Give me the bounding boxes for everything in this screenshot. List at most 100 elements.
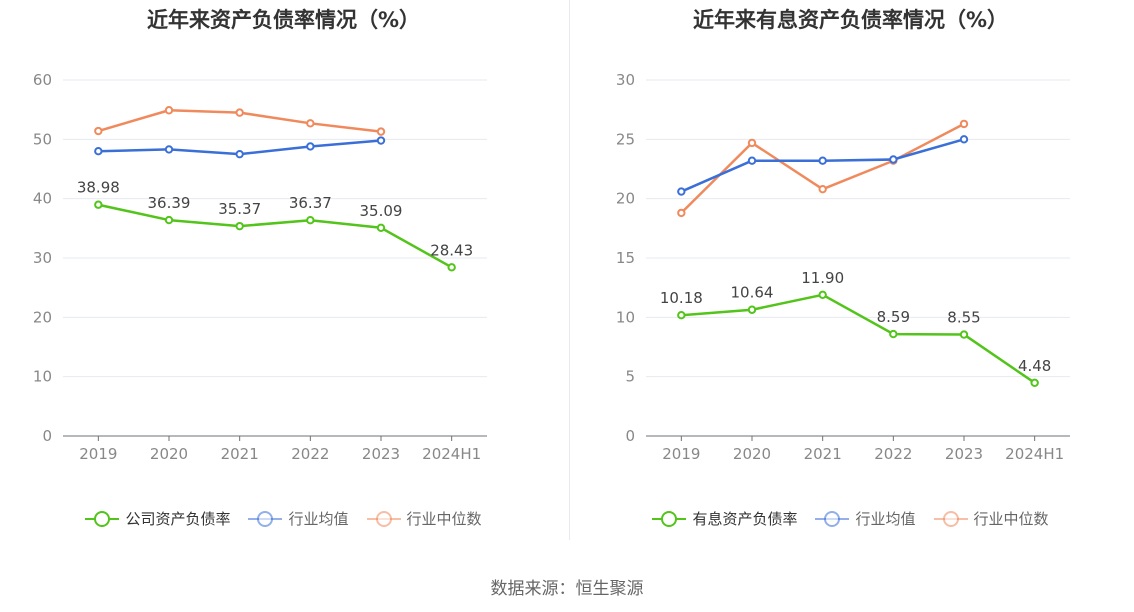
- data-source: 数据来源：恒生聚源: [490, 579, 644, 599]
- y-tick-label: 5: [625, 368, 635, 386]
- legend-label: 公司资产负债率: [125, 510, 231, 528]
- y-tick-label: 20: [616, 190, 635, 208]
- data-label: 35.09: [360, 202, 403, 220]
- y-tick-label: 30: [616, 71, 635, 89]
- y-tick-label: 50: [33, 130, 52, 148]
- data-label: 36.39: [148, 194, 191, 212]
- data-point: [959, 330, 969, 339]
- chart-title-left: 近年来资产负债率情况（%）: [146, 8, 421, 32]
- legend-marker-icon: [815, 510, 850, 527]
- data-label: 10.18: [660, 289, 703, 307]
- data-label: 8.59: [877, 308, 910, 326]
- x-tick-label: 2020: [733, 445, 771, 463]
- x-tick-label: 2023: [945, 445, 983, 463]
- y-tick-label: 40: [33, 190, 52, 208]
- x-tick-label: 2024H1: [1005, 445, 1064, 463]
- y-tick-label: 30: [33, 249, 52, 267]
- data-point: [376, 223, 386, 232]
- legend-marker-icon: [366, 510, 401, 527]
- data-point: [164, 215, 174, 225]
- data-point: [376, 136, 386, 145]
- x-tick-label: 2019: [79, 445, 117, 463]
- data-label: 8.55: [947, 309, 980, 327]
- legend-item[interactable]: 行业均值: [815, 508, 916, 529]
- series-line: [98, 203, 453, 269]
- data-point: [747, 138, 757, 148]
- data-point: [677, 208, 686, 218]
- legend-item[interactable]: 有息资产负债率: [652, 508, 797, 529]
- legend-marker-icon: [933, 510, 968, 527]
- legend-label: 有息资产负债率: [692, 510, 798, 528]
- chart-title-right: 近年来有息资产负债率情况（%）: [692, 8, 1009, 32]
- legend-item[interactable]: 行业中位数: [933, 508, 1049, 529]
- data-point: [818, 184, 827, 194]
- data-point: [1030, 378, 1039, 388]
- legend-label: 行业中位数: [406, 510, 482, 528]
- data-point: [818, 290, 827, 299]
- panel-divider: [569, 0, 570, 540]
- data-point: [959, 135, 969, 144]
- legend-item[interactable]: 行业均值: [248, 508, 349, 529]
- y-tick-label: 10: [616, 308, 635, 326]
- data-point: [94, 147, 103, 156]
- chart-panel-right: 近年来有息资产负债率情况（%） 0 5 10 15 20 25 30 2019 2020 2021…: [567, 0, 1134, 560]
- x-tick-label: 2023: [362, 445, 400, 463]
- data-point: [677, 187, 686, 196]
- data-point: [447, 263, 456, 272]
- legend-left: 公司资产负债率 行业均值 行业中位数: [0, 508, 567, 529]
- legend-label: 行业均值: [855, 510, 916, 528]
- y-tick-label: 0: [625, 427, 635, 445]
- data-point: [164, 106, 174, 115]
- data-point: [818, 156, 827, 165]
- y-tick-label: 10: [33, 368, 52, 386]
- legend-marker-icon: [248, 510, 283, 527]
- legend-item[interactable]: 公司资产负债率: [85, 508, 230, 529]
- series-line: [680, 122, 965, 214]
- data-point: [235, 221, 244, 231]
- legend-item[interactable]: 行业中位数: [366, 508, 482, 529]
- chart-plot-right: 0 5 10 15 20 25 30 2019 2020 2021 2022 2023 2024H1 10…: [616, 71, 1070, 463]
- x-tick-label: 2022: [291, 445, 329, 463]
- x-tick-label: 2021: [804, 445, 842, 463]
- data-label: 38.98: [77, 179, 120, 197]
- x-tick-label: 2020: [150, 445, 188, 463]
- x-tick-label: 2021: [221, 445, 259, 463]
- data-label: 11.90: [801, 269, 844, 287]
- data-point: [306, 142, 315, 151]
- data-label: 28.43: [430, 241, 473, 259]
- legend-label: 行业均值: [288, 510, 349, 528]
- legend-marker-icon: [85, 510, 120, 527]
- x-tick-label: 2024H1: [422, 445, 481, 463]
- data-point: [747, 305, 757, 314]
- data-point: [376, 127, 386, 136]
- data-label: 36.37: [289, 194, 332, 212]
- series-line: [681, 293, 1036, 384]
- data-point: [959, 119, 969, 129]
- y-tick-label: 15: [616, 249, 635, 267]
- y-tick-label: 25: [616, 130, 635, 148]
- chart-plot-left: 0 10 20 30 40 50 60 2019 2020 2021 2022 2023 2024H1 3…: [33, 71, 487, 463]
- data-point: [306, 119, 315, 128]
- x-tick-label: 2019: [662, 445, 700, 463]
- data-point: [94, 200, 103, 209]
- chart-panel-left: 近年来资产负债率情况（%） 0 10 20 30 40 50 60 2019 2020 2021 2…: [0, 0, 567, 560]
- legend-label: 行业中位数: [973, 510, 1049, 528]
- data-point: [677, 310, 686, 320]
- y-tick-label: 60: [33, 71, 52, 89]
- data-label: 35.37: [218, 200, 261, 218]
- data-point: [235, 108, 244, 117]
- data-point: [164, 145, 174, 154]
- x-tick-label: 2022: [874, 445, 912, 463]
- data-point: [94, 126, 103, 136]
- y-tick-label: 0: [42, 427, 52, 445]
- legend-marker-icon: [652, 510, 687, 527]
- legend-right: 有息资产负债率 行业均值 行业中位数: [567, 508, 1134, 529]
- y-tick-label: 20: [33, 308, 52, 326]
- data-label: 10.64: [731, 284, 774, 302]
- data-point: [747, 156, 757, 165]
- data-label: 4.48: [1018, 357, 1051, 375]
- data-point: [889, 329, 898, 339]
- data-point: [306, 216, 315, 225]
- data-point: [235, 149, 244, 159]
- data-point: [889, 155, 898, 164]
